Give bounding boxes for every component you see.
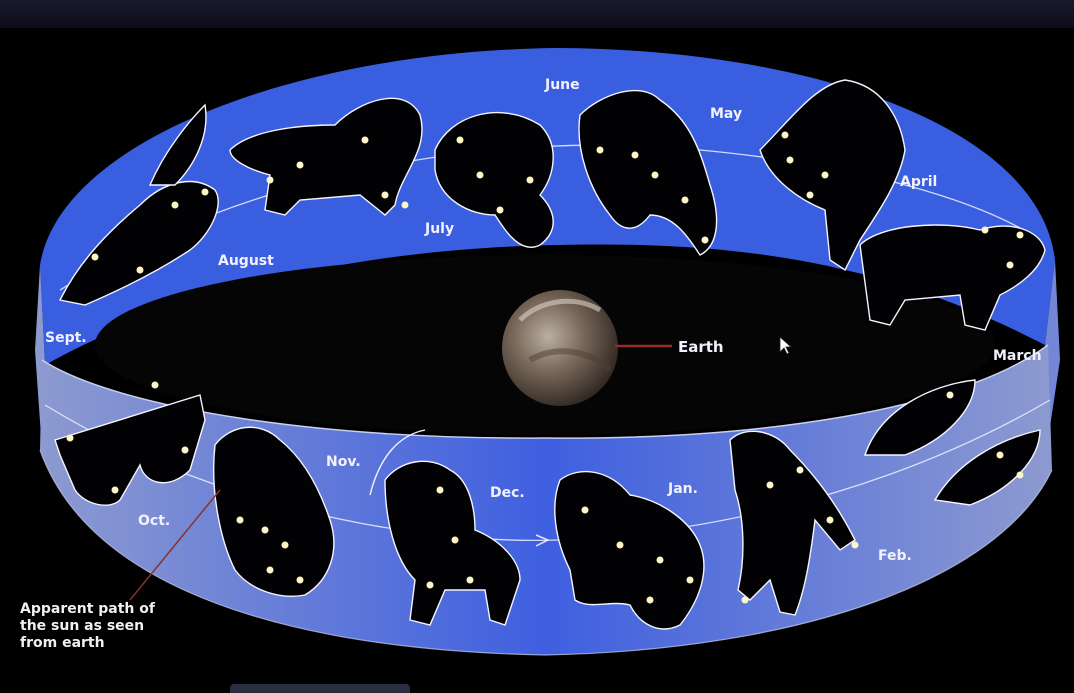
month-label-march: March — [993, 348, 1042, 364]
pisces-fish-lower — [933, 429, 1041, 506]
gemini-figure — [578, 89, 718, 256]
earth-globe — [502, 290, 618, 406]
cancer-figure — [434, 111, 554, 248]
virgo-figure — [58, 180, 219, 306]
sun-path-pointer-line — [129, 489, 221, 601]
leo-figure — [229, 97, 423, 216]
month-label-august: August — [218, 253, 274, 269]
sagittarius-figure — [384, 460, 521, 626]
zodiac-band-left-side — [35, 265, 45, 450]
virgo-wing — [148, 103, 207, 186]
month-label-june: June — [544, 77, 580, 93]
month-label-april: April — [900, 174, 937, 190]
month-label-nov: Nov. — [326, 454, 361, 470]
month-label-may: May — [710, 106, 742, 122]
libra-figure — [54, 394, 206, 506]
month-label-dec: Dec. — [490, 485, 525, 501]
sun-path-note: Apparent path of the sun as seen from ea… — [20, 601, 155, 651]
scorpio-figure — [213, 426, 335, 597]
month-label-feb: Feb. — [878, 548, 912, 564]
aquarius-figure — [729, 430, 856, 616]
month-label-sept: Sept. — [45, 330, 87, 346]
month-label-oct: Oct. — [138, 513, 170, 529]
constellation-stars — [66, 131, 1024, 604]
capricorn-figure — [554, 470, 705, 630]
mouse-pointer-icon — [779, 336, 793, 355]
month-label-july: July — [424, 221, 454, 237]
pisces-fish-upper — [864, 379, 976, 456]
sagittarius-bow — [369, 429, 426, 496]
month-label-jan: Jan. — [667, 481, 698, 497]
aries-figure — [859, 224, 1046, 331]
bottom-tab-strip — [230, 684, 410, 693]
earth-label: Earth — [678, 338, 724, 356]
taurus-figure — [759, 79, 906, 272]
window-top-bar — [0, 0, 1074, 28]
